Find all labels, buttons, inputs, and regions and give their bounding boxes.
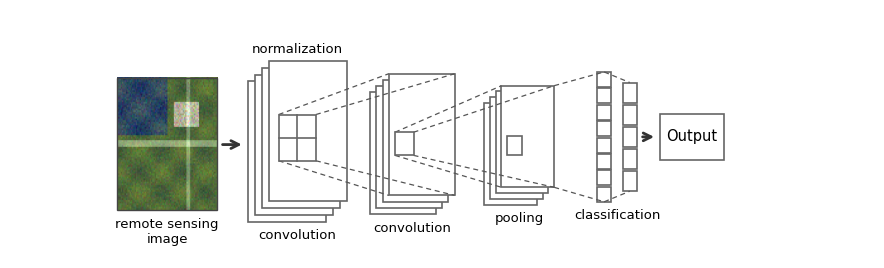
Bar [370,92,436,214]
Bar [278,114,316,161]
Bar [255,75,333,215]
Bar [598,105,611,120]
Text: Output: Output [667,129,717,144]
Bar [383,80,448,202]
Bar [507,136,522,155]
Bar [598,72,611,87]
Bar [389,74,454,195]
Bar [263,68,340,208]
Text: normalization: normalization [252,43,343,56]
Bar [501,86,554,187]
Bar [598,137,611,152]
Text: pooling: pooling [494,212,544,225]
Text: convolution: convolution [259,229,337,242]
Bar [484,103,537,205]
Bar [598,187,611,202]
Bar [622,127,636,147]
Bar [622,171,636,191]
Bar [395,132,414,155]
Bar [622,83,636,103]
Bar [622,149,636,169]
Bar [660,114,723,160]
Bar [377,86,442,208]
Bar [598,154,611,169]
Bar [490,97,543,199]
Text: remote sensing
image: remote sensing image [115,218,219,246]
Bar [598,121,611,136]
Bar [622,105,636,125]
Bar [270,61,347,201]
Bar [496,91,548,193]
Bar [598,88,611,103]
Text: classification: classification [574,210,660,222]
Bar [248,81,326,222]
Bar [117,78,217,210]
Text: convolution: convolution [373,222,452,234]
Bar [598,170,611,185]
